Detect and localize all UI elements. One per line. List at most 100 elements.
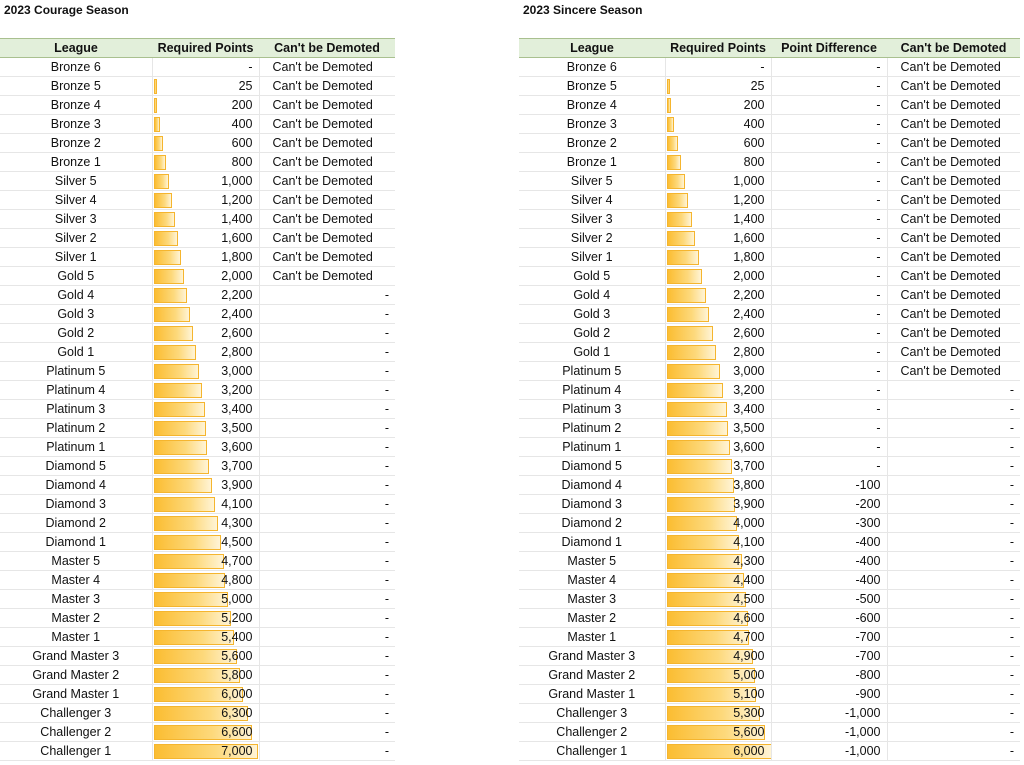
required-points-cell[interactable]: 800 [152,152,260,172]
league-cell[interactable]: Master 1 [519,627,666,647]
required-points-cell[interactable]: 5,600 [665,722,772,742]
point-difference-cell[interactable]: - [771,57,888,77]
point-difference-cell[interactable]: -300 [771,513,888,533]
point-difference-cell[interactable]: - [771,266,888,286]
required-points-cell[interactable]: 5,800 [152,665,260,685]
required-points-cell[interactable]: 3,700 [152,456,260,476]
cant-be-demoted-cell[interactable]: - [887,399,1020,419]
required-points-cell[interactable]: 1,400 [665,209,772,229]
league-cell[interactable]: Bronze 6 [519,57,666,77]
point-difference-cell[interactable]: - [771,114,888,134]
league-cell[interactable]: Challenger 2 [519,722,666,742]
cant-be-demoted-cell[interactable]: - [259,285,395,305]
point-difference-cell[interactable]: - [771,418,888,438]
league-cell[interactable]: Diamond 3 [519,494,666,514]
required-points-cell[interactable]: 1,200 [665,190,772,210]
cant-be-demoted-cell[interactable]: - [887,456,1020,476]
league-cell[interactable]: Gold 1 [519,342,666,362]
required-points-cell[interactable]: 6,300 [152,703,260,723]
league-cell[interactable]: Gold 5 [0,266,153,286]
point-difference-cell[interactable]: -400 [771,551,888,571]
cant-be-demoted-cell[interactable]: Can't be Demoted [887,342,1020,362]
header-required-points[interactable]: Required Points [665,38,771,58]
cant-be-demoted-cell[interactable]: Can't be Demoted [259,95,395,115]
cant-be-demoted-cell[interactable]: Can't be Demoted [887,152,1020,172]
point-difference-cell[interactable]: - [771,209,888,229]
required-points-cell[interactable]: 4,900 [665,646,772,666]
cant-be-demoted-cell[interactable]: - [259,665,395,685]
cant-be-demoted-cell[interactable]: - [887,475,1020,495]
cant-be-demoted-cell[interactable]: - [259,304,395,324]
league-cell[interactable]: Gold 1 [0,342,153,362]
league-cell[interactable]: Grand Master 2 [519,665,666,685]
league-cell[interactable]: Platinum 4 [0,380,153,400]
required-points-cell[interactable]: 4,800 [152,570,260,590]
league-cell[interactable]: Diamond 1 [519,532,666,552]
league-cell[interactable]: Grand Master 1 [0,684,153,704]
cant-be-demoted-cell[interactable]: - [259,627,395,647]
league-cell[interactable]: Bronze 3 [519,114,666,134]
cant-be-demoted-cell[interactable]: Can't be Demoted [887,133,1020,153]
league-cell[interactable]: Master 2 [0,608,153,628]
cant-be-demoted-cell[interactable]: - [887,722,1020,742]
league-cell[interactable]: Bronze 4 [519,95,666,115]
league-cell[interactable]: Diamond 2 [519,513,666,533]
league-cell[interactable]: Diamond 2 [0,513,153,533]
point-difference-cell[interactable]: -700 [771,646,888,666]
point-difference-cell[interactable]: - [771,247,888,267]
required-points-cell[interactable]: 200 [152,95,260,115]
league-cell[interactable]: Gold 4 [0,285,153,305]
league-cell[interactable]: Silver 4 [0,190,153,210]
point-difference-cell[interactable]: - [771,152,888,172]
cant-be-demoted-cell[interactable]: - [887,513,1020,533]
required-points-cell[interactable]: 2,600 [665,323,772,343]
cant-be-demoted-cell[interactable]: - [259,456,395,476]
league-cell[interactable]: Bronze 5 [519,76,666,96]
league-cell[interactable]: Bronze 2 [0,133,153,153]
required-points-cell[interactable]: 600 [665,133,772,153]
cant-be-demoted-cell[interactable]: - [259,646,395,666]
point-difference-cell[interactable]: - [771,171,888,191]
point-difference-cell[interactable]: -200 [771,494,888,514]
league-cell[interactable]: Platinum 5 [0,361,153,381]
required-points-cell[interactable]: 5,200 [152,608,260,628]
cant-be-demoted-cell[interactable]: - [259,323,395,343]
required-points-cell[interactable]: 3,200 [665,380,772,400]
league-cell[interactable]: Silver 1 [0,247,153,267]
league-cell[interactable]: Gold 3 [0,304,153,324]
required-points-cell[interactable]: 6,000 [665,741,772,761]
required-points-cell[interactable]: 2,000 [152,266,260,286]
required-points-cell[interactable]: 2,000 [665,266,772,286]
cant-be-demoted-cell[interactable]: - [259,703,395,723]
required-points-cell[interactable]: 4,000 [665,513,772,533]
league-cell[interactable]: Bronze 6 [0,57,153,77]
league-cell[interactable]: Platinum 4 [519,380,666,400]
point-difference-cell[interactable]: -900 [771,684,888,704]
cant-be-demoted-cell[interactable]: - [259,532,395,552]
league-cell[interactable]: Challenger 3 [0,703,153,723]
point-difference-cell[interactable]: - [771,380,888,400]
league-cell[interactable]: Platinum 1 [0,437,153,457]
required-points-cell[interactable]: 3,500 [665,418,772,438]
cant-be-demoted-cell[interactable]: - [887,665,1020,685]
point-difference-cell[interactable]: - [771,437,888,457]
required-points-cell[interactable]: 5,400 [152,627,260,647]
cant-be-demoted-cell[interactable]: - [887,741,1020,761]
league-cell[interactable]: Bronze 1 [519,152,666,172]
cant-be-demoted-cell[interactable]: Can't be Demoted [887,209,1020,229]
required-points-cell[interactable]: 2,200 [665,285,772,305]
cant-be-demoted-cell[interactable]: Can't be Demoted [259,228,395,248]
point-difference-cell[interactable]: -400 [771,532,888,552]
cant-be-demoted-cell[interactable]: - [887,684,1020,704]
point-difference-cell[interactable]: - [771,190,888,210]
league-cell[interactable]: Diamond 5 [519,456,666,476]
cant-be-demoted-cell[interactable]: - [887,589,1020,609]
league-cell[interactable]: Platinum 3 [0,399,153,419]
header-cant-be-demoted[interactable]: Can't be Demoted [259,38,395,58]
league-cell[interactable]: Silver 2 [519,228,666,248]
cant-be-demoted-cell[interactable]: - [259,513,395,533]
cant-be-demoted-cell[interactable]: Can't be Demoted [887,57,1020,77]
required-points-cell[interactable]: 3,700 [665,456,772,476]
required-points-cell[interactable]: 4,500 [665,589,772,609]
required-points-cell[interactable]: 3,900 [665,494,772,514]
